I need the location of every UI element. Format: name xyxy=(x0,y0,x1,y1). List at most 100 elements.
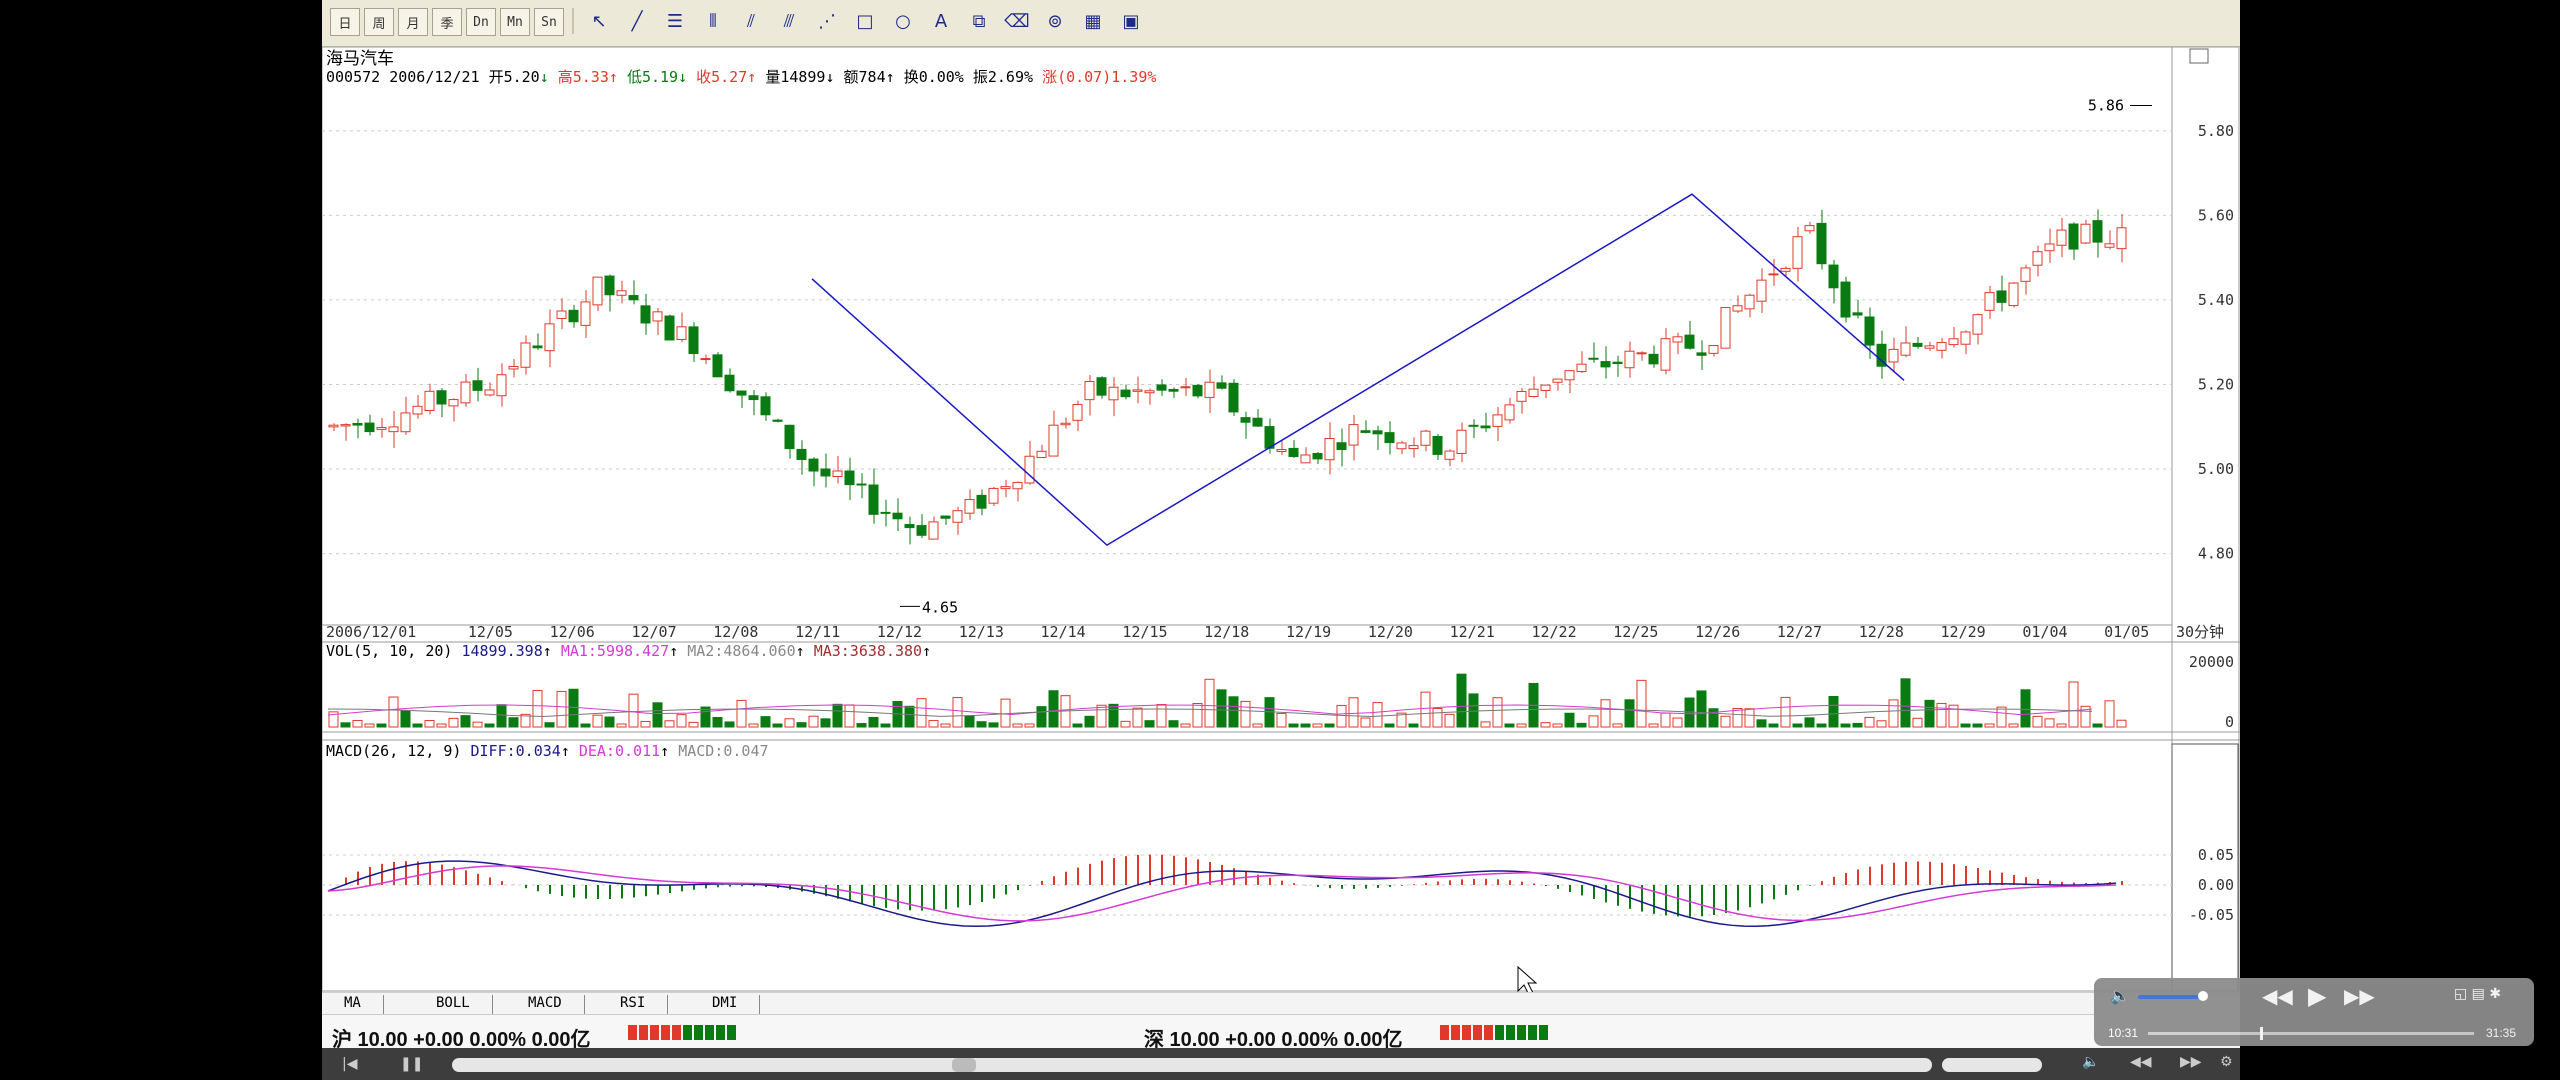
toolbar-button-5[interactable]: Mn xyxy=(500,8,530,36)
forward-icon-2[interactable]: ▶▶ xyxy=(2180,1054,2202,1070)
text-icon[interactable]: A xyxy=(934,10,948,32)
shanghai-bars xyxy=(628,1025,736,1040)
rewind-icon[interactable]: ◀◀ xyxy=(2262,984,2293,1008)
ellipse-icon[interactable]: ○ xyxy=(895,10,911,32)
volume-bar xyxy=(1780,696,1791,728)
macd-label: MACD(26, 12, 9) xyxy=(326,742,462,760)
stock-name: 海马汽车 xyxy=(326,49,394,69)
volume-bar xyxy=(820,718,831,728)
info-low: 低5.19 xyxy=(626,68,679,86)
candle-body xyxy=(1564,370,1575,381)
prev-icon[interactable]: |◀ xyxy=(342,1056,358,1072)
candle-body xyxy=(2056,229,2067,246)
rectangle-icon[interactable]: □ xyxy=(856,10,874,32)
candle-body xyxy=(1672,336,1683,343)
channel-icon[interactable]: ⋰ xyxy=(818,10,836,32)
toolbar-button-6[interactable]: Sn xyxy=(534,8,564,36)
parallel-icon[interactable]: ⫻ xyxy=(783,10,795,32)
chart-area[interactable]: 5.80 5.60 5.40 5.20 5.00 4.80 5.86 4.65 2006/12/… xyxy=(322,47,2240,992)
macd-diff: DIFF:0.034 xyxy=(470,742,561,760)
volume-bar xyxy=(1144,720,1155,728)
date-tick-14: 12/22 xyxy=(1531,623,1576,641)
toolbar-button-1[interactable]: 周 xyxy=(364,8,394,36)
volume-bar xyxy=(352,719,363,728)
candle-body xyxy=(1312,452,1323,460)
tab-macd[interactable]: MACD xyxy=(506,995,585,1014)
palette-icon[interactable]: ▦ xyxy=(1084,10,1102,32)
volume-bar xyxy=(1696,690,1707,728)
equal-lines-icon[interactable]: ☰ xyxy=(666,10,684,32)
volume-bar xyxy=(856,723,867,728)
save-icon[interactable]: ▣ xyxy=(1122,10,1140,32)
candle-body xyxy=(1228,382,1239,413)
candle-body xyxy=(1648,353,1659,365)
volume-bar xyxy=(976,721,987,728)
volume-bar xyxy=(1120,720,1131,728)
candle-body xyxy=(1252,417,1263,427)
copy-icon[interactable]: ⧉ xyxy=(972,10,986,32)
eraser-icon[interactable]: ⌫ xyxy=(1004,10,1030,32)
volume-icon-2[interactable]: 🔈 xyxy=(2082,1054,2100,1070)
tab-rsi[interactable]: RSI xyxy=(598,995,669,1014)
zoom-track[interactable] xyxy=(1942,1058,2042,1072)
vol-ma2-line xyxy=(327,708,2093,718)
pause-icon[interactable]: ❚❚ xyxy=(400,1056,424,1072)
toolbar-button-2[interactable]: 月 xyxy=(398,8,428,36)
settings-icon[interactable]: ⚙ xyxy=(2220,1054,2233,1070)
volume-handle[interactable] xyxy=(2198,991,2208,1001)
rewind-icon-2[interactable]: ◀◀ xyxy=(2130,1054,2152,1070)
line-icon[interactable]: ╱ xyxy=(631,10,643,32)
toolbar-button-0[interactable]: 日 xyxy=(330,8,360,36)
volume-bar xyxy=(1864,716,1875,728)
cursor-icon[interactable]: ↖ xyxy=(591,10,607,32)
candle-body xyxy=(1480,425,1491,429)
candle-body xyxy=(2104,243,2115,248)
fan-icon[interactable]: ⫽ xyxy=(746,10,756,32)
volume-icon[interactable]: 🔈 xyxy=(2110,986,2130,1005)
seek-bar[interactable] xyxy=(2148,1032,2474,1035)
volume-bar xyxy=(1888,699,1899,728)
tab-boll[interactable]: BOLL xyxy=(414,995,493,1014)
volume-bar xyxy=(1336,704,1347,728)
shenzhen-index: 深 10.00 +0.00 0.00% 0.00亿 xyxy=(1144,1029,1403,1051)
candle-body xyxy=(808,458,819,472)
info-high: 高5.33 xyxy=(557,68,609,86)
tab-ma[interactable]: MA xyxy=(322,995,384,1014)
candle-body xyxy=(1084,381,1095,401)
volume-bar xyxy=(1576,722,1587,728)
macd-diff-line xyxy=(327,860,2117,928)
volume-bar xyxy=(1588,715,1599,728)
info-amplitude: 振2.69% xyxy=(972,68,1034,86)
lock-icon[interactable]: ⊚ xyxy=(1047,10,1063,32)
play-icon[interactable]: ▶ xyxy=(2308,982,2327,1010)
scroll-track[interactable] xyxy=(452,1058,1932,1072)
candle-body xyxy=(1684,334,1695,349)
volume-bar xyxy=(1204,678,1215,728)
volume-bar xyxy=(460,715,471,728)
candle-body xyxy=(1216,382,1227,389)
volume-bar xyxy=(580,723,591,728)
volume-bar xyxy=(940,723,951,728)
macd-dea: DEA:0.011 xyxy=(578,742,661,760)
vertical-lines-icon[interactable]: ⦀ xyxy=(709,10,717,32)
window-icons[interactable]: ◱ ▤ ✱ xyxy=(2454,986,2502,1002)
vol-ma2: MA2:4864.060 xyxy=(687,642,796,660)
toolbar-button-3[interactable]: 季 xyxy=(432,8,462,36)
volume-bar xyxy=(772,723,783,728)
volume-slider[interactable] xyxy=(2138,995,2202,999)
candle-body xyxy=(1324,437,1335,461)
volume-bar xyxy=(2092,723,2103,728)
volume-bar xyxy=(520,713,531,728)
candle-body xyxy=(1444,450,1455,460)
macd-tick-1: 0.00 xyxy=(2198,876,2234,894)
tab-dmi[interactable]: DMI xyxy=(690,995,761,1014)
seek-handle[interactable] xyxy=(2260,1027,2263,1040)
volume-bar xyxy=(1240,700,1251,728)
volume-bar xyxy=(592,714,603,728)
scroll-thumb[interactable] xyxy=(952,1058,976,1072)
date-tick-15: 12/25 xyxy=(1613,623,1658,641)
candle-body xyxy=(1588,357,1599,360)
volume-bar xyxy=(1024,723,1035,728)
toolbar-button-4[interactable]: Dn xyxy=(466,8,496,36)
fast-forward-icon[interactable]: ▶▶ xyxy=(2344,984,2375,1008)
